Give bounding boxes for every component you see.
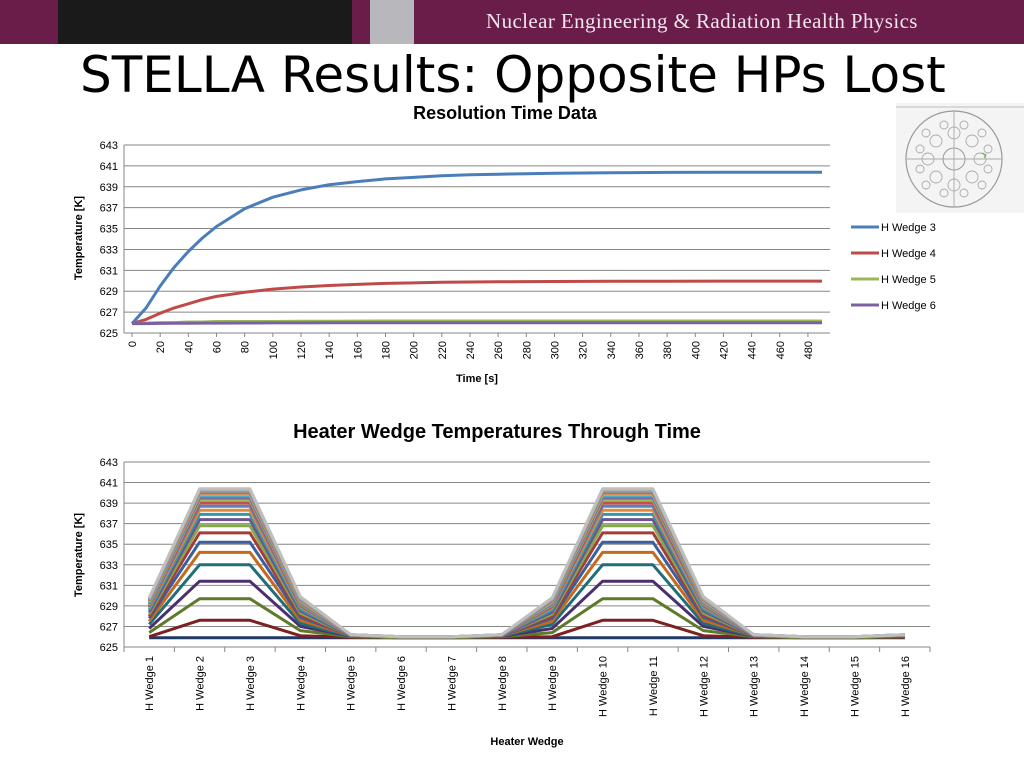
chart1-x-tick-label: 380 <box>662 341 674 359</box>
chart1-x-tick-label: 360 <box>634 341 646 359</box>
chart2-x-tick-label: H Wedge 4 <box>295 656 307 711</box>
core-cross-section-diagram-icon <box>896 103 1024 213</box>
chart1-y-tick-label: 625 <box>100 328 118 340</box>
chart1-x-tick-label: 200 <box>409 341 421 359</box>
chart1-x-tick-label: 400 <box>690 341 702 359</box>
chart1-series-line-2 <box>131 279 822 326</box>
chart1-x-tick-label: 460 <box>775 341 787 359</box>
chart1-y-tick-label: 643 <box>100 140 118 152</box>
chart1-x-tick-label: 80 <box>240 341 252 353</box>
chart2-y-axis-label: Temperature [K] <box>73 513 85 597</box>
chart1-series-lines <box>130 170 822 326</box>
chart2-x-tick-labels: H Wedge 1 H Wedge 2 H Wedge 3 H Wedge 4 H We… <box>123 647 931 717</box>
chart1-y-tick-label: 641 <box>100 161 118 173</box>
chart2-x-tick-label: H Wedge 7 <box>446 656 458 711</box>
chart1-legend: H Wedge 3 H Wedge 4 H Wedge 5 H Wedge 6 <box>851 222 936 312</box>
chart2-y-tick-label: 635 <box>100 539 118 551</box>
chart2-x-tick-label: H Wedge 13 <box>749 656 761 717</box>
chart2-x-tick-label: H Wedge 3 <box>245 656 257 711</box>
chart1-x-tick-label: 240 <box>465 341 477 359</box>
chart1-x-tick-label: 320 <box>578 341 590 359</box>
chart1-x-tick-label: 0 <box>127 341 139 347</box>
chart2-x-tick-label: H Wedge 14 <box>799 656 811 717</box>
organization-name: Nuclear Engineering & Radiation Health P… <box>486 9 918 33</box>
chart2-x-tick-label: H Wedge 16 <box>900 656 912 717</box>
chart2-title: Heater Wedge Temperatures Through Time <box>293 421 701 443</box>
slide-title: STELLA Results: Opposite HPs Lost <box>80 46 946 104</box>
chart2-x-tick-label: H Wedge 1 <box>144 656 156 711</box>
chart1-y-tick-label: 639 <box>100 182 118 194</box>
chart1-x-tick-label: 40 <box>183 341 195 353</box>
chart1-title: Resolution Time Data <box>413 103 598 123</box>
chart2-x-tick-label: H Wedge 10 <box>598 656 610 717</box>
chart2-y-tick-label: 637 <box>100 519 118 531</box>
chart1-x-tick-label: 60 <box>211 341 223 353</box>
chart1-y-tick-label: 631 <box>100 265 118 277</box>
chart1-y-tick-label: 627 <box>100 307 118 319</box>
chart1-x-tick-label: 140 <box>324 341 336 359</box>
chart1-x-tick-label: 160 <box>352 341 364 359</box>
chart2-y-tick-label: 625 <box>100 642 118 654</box>
chart1-x-tick-label: 120 <box>296 341 308 359</box>
chart2-x-tick-label: H Wedge 2 <box>195 656 207 711</box>
chart1-x-tick-label: 340 <box>606 341 618 359</box>
chart1-series-line-4 <box>132 321 822 326</box>
chart2-x-tick-label: H Wedge 15 <box>849 656 861 717</box>
chart1-x-tick-label: 440 <box>747 341 759 359</box>
chart1-x-tick-label: 100 <box>268 341 280 359</box>
chart1-series-line-1 <box>130 170 822 325</box>
chart1-x-axis-label: Time [s] <box>456 373 498 385</box>
chart2-x-axis-label: Heater Wedge <box>490 736 563 748</box>
chart1-x-tick-label: 300 <box>549 341 561 359</box>
chart2-y-tick-labels: 625 627 629 631 633 635 637 639 641 643 <box>100 457 118 654</box>
chart1-y-tick-labels: 625 627 629 631 633 635 637 639 641 643 <box>100 140 118 340</box>
chart2-x-tick-label: H Wedge 6 <box>396 656 408 711</box>
chart1-x-tick-label: 20 <box>155 341 167 353</box>
chart1-y-tick-label: 637 <box>100 203 118 215</box>
chart1-legend-label: H Wedge 4 <box>881 248 936 260</box>
chart1-legend-label: H Wedge 6 <box>881 300 936 312</box>
chart1-x-tick-label: 420 <box>718 341 730 359</box>
chart2-y-tick-label: 629 <box>100 601 118 613</box>
chart2-y-tick-label: 627 <box>100 621 118 633</box>
chart1-x-tick-label: 220 <box>437 341 449 359</box>
chart2-y-tick-label: 633 <box>100 560 118 572</box>
chart2-x-tick-label: H Wedge 12 <box>698 656 710 717</box>
chart1-y-tick-label: 633 <box>100 244 118 256</box>
chart1-y-tick-label: 635 <box>100 224 118 236</box>
chart1-x-tick-labels: 0 20 40 60 80 100 120 140 160 180 200 220 240 260 280 3… <box>127 333 815 359</box>
chart2-y-tick-label: 641 <box>100 478 118 490</box>
header-accent-grey <box>370 0 414 44</box>
chart2-x-tick-label: H Wedge 9 <box>547 656 559 711</box>
chart1-legend-label: H Wedge 3 <box>881 222 936 234</box>
chart1-legend-label: H Wedge 5 <box>881 274 936 286</box>
chart2-x-tick-label: H Wedge 11 <box>648 656 660 716</box>
chart1-gridlines <box>123 144 830 334</box>
chart2-y-tick-label: 631 <box>100 580 118 592</box>
chart2-series-lines <box>147 487 905 640</box>
chart1-x-tick-label: 180 <box>380 341 392 359</box>
header-accent-black <box>58 0 352 44</box>
chart1-x-tick-label: 260 <box>493 341 505 359</box>
chart2-y-tick-label: 639 <box>100 498 118 510</box>
chart1-y-tick-label: 629 <box>100 286 118 298</box>
chart1-x-tick-label: 480 <box>803 341 815 359</box>
chart2-x-tick-label: H Wedge 8 <box>497 656 509 711</box>
chart2-x-tick-label: H Wedge 5 <box>346 656 358 711</box>
chart2-y-tick-label: 643 <box>100 457 118 469</box>
chart1-x-tick-label: 280 <box>521 341 533 359</box>
chart2-series-line-22 <box>147 487 905 639</box>
chart1-y-axis-label: Temperature [K] <box>73 196 85 280</box>
